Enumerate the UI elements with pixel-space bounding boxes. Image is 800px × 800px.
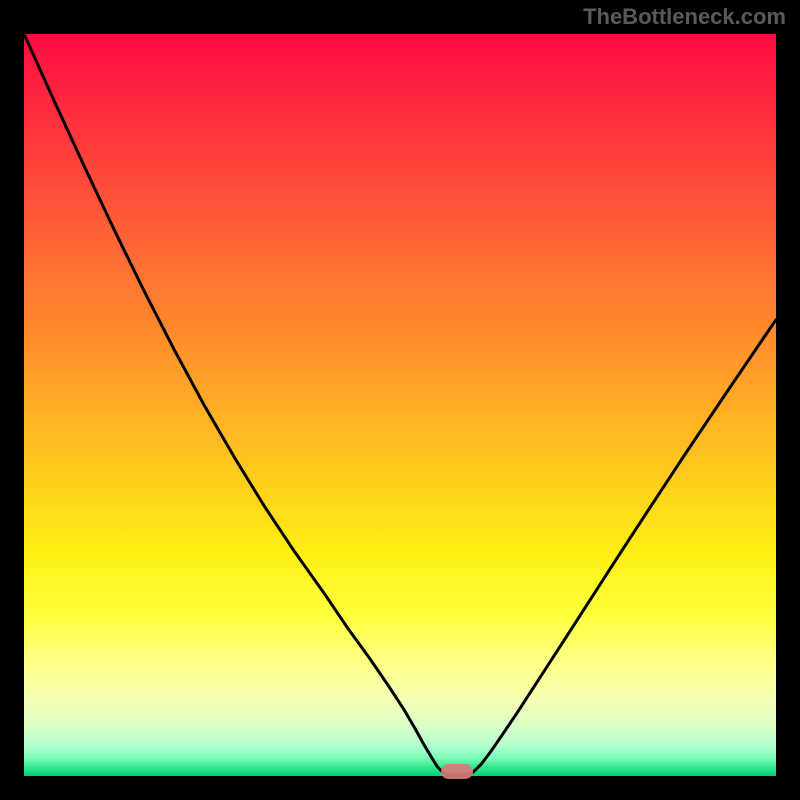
bottleneck-marker	[441, 764, 473, 778]
watermark-text: TheBottleneck.com	[583, 4, 786, 30]
curve-line	[24, 34, 776, 776]
plot-area	[24, 34, 776, 776]
figure-container: TheBottleneck.com	[0, 0, 800, 800]
